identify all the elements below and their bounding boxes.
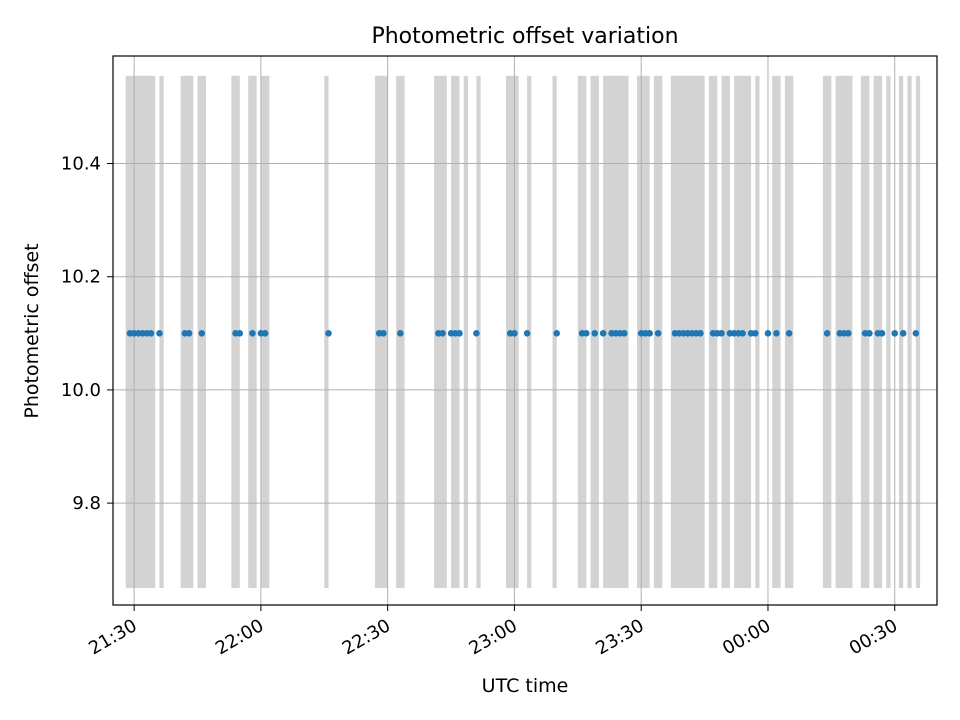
data-point <box>156 330 163 337</box>
plot-frame <box>112 55 938 606</box>
data-point <box>773 330 780 337</box>
observation-band <box>742 75 752 589</box>
data-point <box>249 330 256 337</box>
y-axis-label: Photometric offset <box>21 243 43 418</box>
x-tick-label: 22:00 <box>212 615 267 659</box>
x-tick-label: 22:30 <box>339 615 394 659</box>
observation-band <box>463 75 468 589</box>
data-point <box>891 330 899 337</box>
data-point <box>899 330 907 337</box>
observation-band <box>721 75 730 589</box>
data-point <box>523 330 531 337</box>
x-axis-label: UTC time <box>482 675 569 697</box>
data-point <box>866 330 873 337</box>
data-point <box>397 330 404 337</box>
data-point <box>844 330 852 337</box>
y-tick-label: 10.4 <box>61 154 101 175</box>
observation-band <box>886 75 891 589</box>
x-tick-label: 00:00 <box>719 615 774 659</box>
data-point <box>185 330 193 337</box>
data-point <box>599 330 607 337</box>
data-point <box>646 330 653 337</box>
y-tick-label: 10.0 <box>61 380 101 401</box>
data-point <box>718 330 725 337</box>
data-point <box>878 330 886 337</box>
chart-title: Photometric offset variation <box>371 24 678 49</box>
data-point <box>553 330 560 337</box>
data-point <box>261 330 269 337</box>
data-point <box>912 330 920 337</box>
data-point <box>147 330 155 337</box>
observation-band <box>907 75 912 589</box>
data-point <box>785 330 793 337</box>
data-point <box>697 330 704 337</box>
points-layer <box>126 330 920 337</box>
data-point <box>511 330 518 337</box>
data-point <box>764 330 772 337</box>
bands-layer <box>125 75 921 589</box>
data-point <box>739 330 746 337</box>
data-point <box>591 330 599 337</box>
data-point <box>236 330 244 337</box>
data-point <box>439 330 446 337</box>
data-point <box>621 330 628 337</box>
y-tick-label: 10.2 <box>61 267 101 288</box>
data-point <box>823 330 831 337</box>
x-tick-label: 00:30 <box>846 615 901 659</box>
x-tick-label: 23:00 <box>466 615 521 659</box>
data-point <box>325 330 332 337</box>
data-point <box>751 330 759 337</box>
data-point <box>582 330 590 337</box>
data-point <box>380 330 387 337</box>
x-tick-label: 23:30 <box>592 615 647 659</box>
data-point <box>456 330 463 337</box>
data-point <box>473 330 480 337</box>
y-tick-label: 9.8 <box>72 493 101 514</box>
x-tick-label: 21:30 <box>85 615 140 659</box>
data-point <box>198 330 206 337</box>
data-point <box>654 330 662 337</box>
